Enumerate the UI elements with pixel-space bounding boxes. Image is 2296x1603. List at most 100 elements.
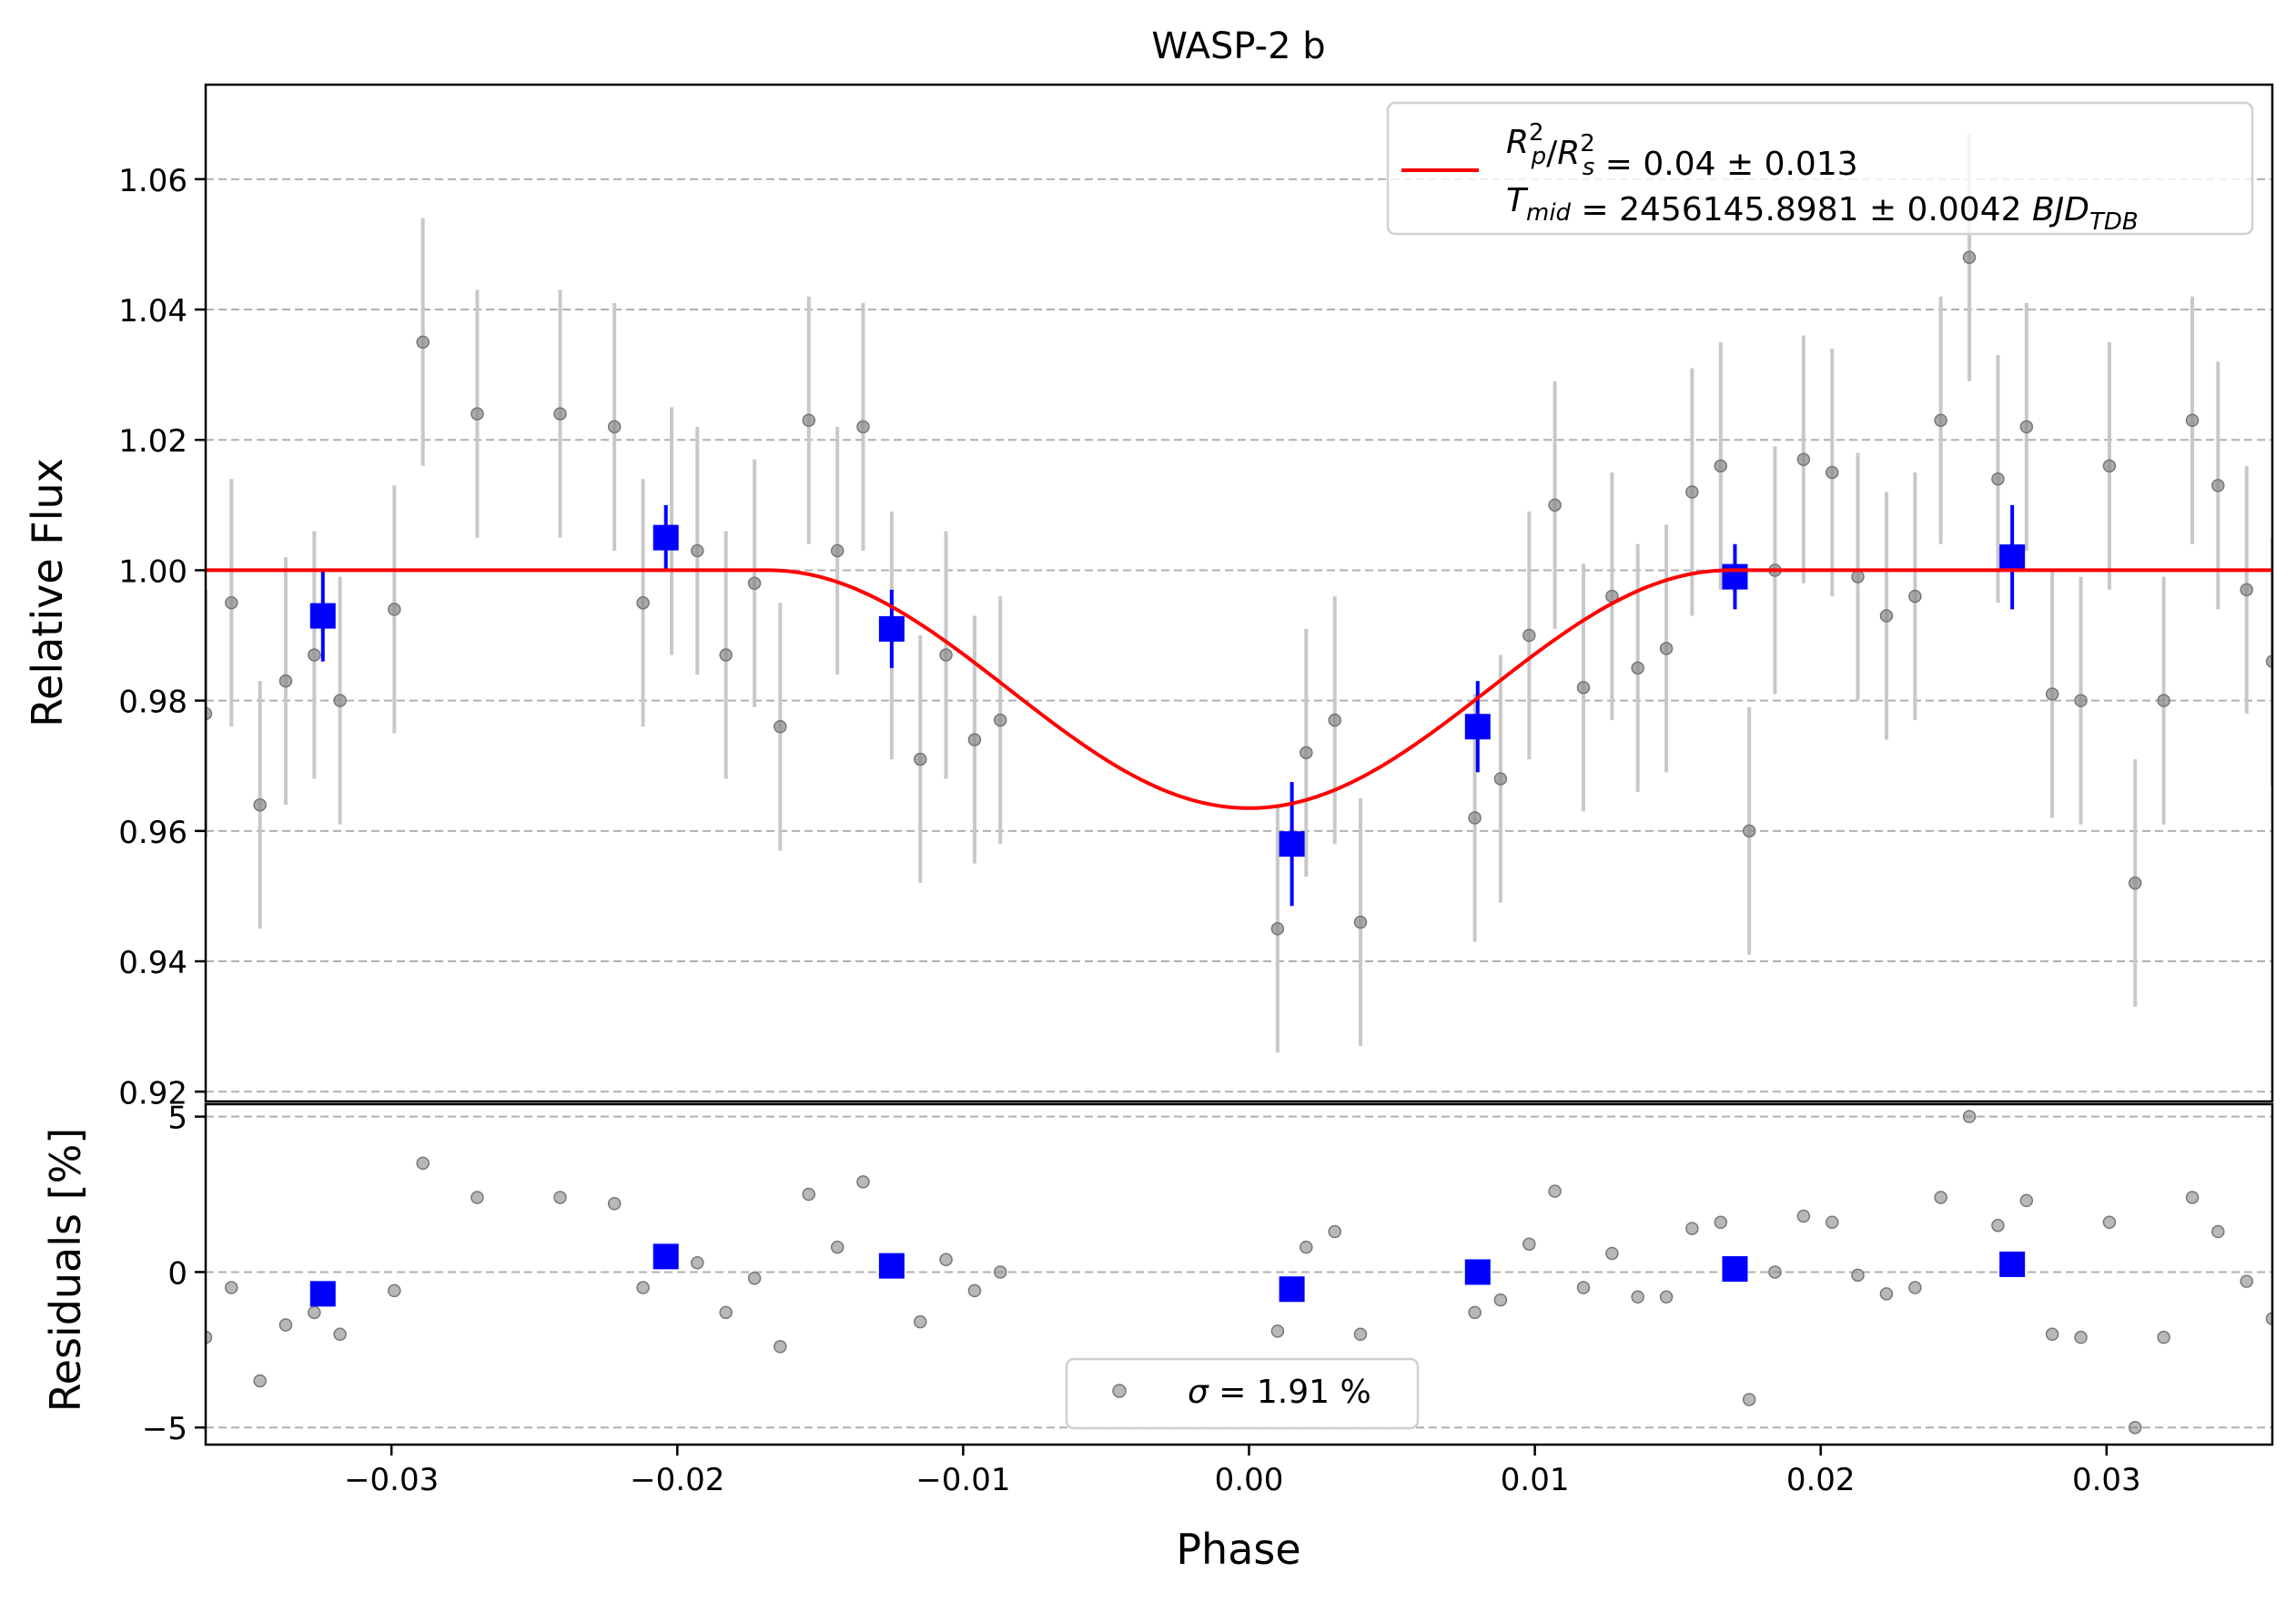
raw-point: [470, 407, 484, 421]
residual-plot-area: [206, 1110, 2272, 1435]
main-y-tick-label: 1.02: [118, 423, 187, 460]
raw-point: [719, 648, 733, 662]
legend-line-2: Tmid = 2456145.8981 ± 0.0042 BJDTDB: [1506, 182, 2139, 236]
main-legend: R2 p/R2 s = 0.04 ± 0.013 Tmid = 2456145.89…: [1386, 101, 2254, 236]
raw-point: [2074, 694, 2088, 707]
residual-raw-point: [1962, 1110, 1977, 1123]
residual-raw-point: [2128, 1420, 2142, 1435]
residual-raw-point: [470, 1191, 484, 1204]
main-axes-frame: [204, 83, 2274, 1103]
raw-errorbars: [206, 133, 2272, 1053]
residual-binned-point: [1279, 1276, 1305, 1303]
residual-raw-point: [2240, 1274, 2253, 1288]
binned-points: [309, 504, 2026, 907]
raw-point: [2265, 654, 2272, 668]
raw-point: [1685, 485, 1699, 499]
residual-raw-point: [416, 1156, 430, 1171]
raw-point: [388, 603, 401, 616]
residual-raw-point: [1991, 1218, 2005, 1233]
residual-raw-point: [1685, 1222, 1699, 1235]
residual-raw-point: [1522, 1237, 1536, 1251]
residual-raw-point: [1548, 1184, 1562, 1198]
residual-binned-points: [309, 1243, 2026, 1307]
raw-point: [1714, 459, 1728, 473]
main-y-tick-label: 1.04: [118, 293, 187, 330]
chart-title: WASP-2 b: [1151, 25, 1325, 67]
raw-point: [2185, 413, 2200, 428]
residual-raw-point: [278, 1318, 293, 1332]
raw-point: [1962, 250, 1977, 264]
residual-raw-point: [914, 1314, 927, 1329]
residual-binned-point: [1722, 1256, 1748, 1283]
residual-raw-points: [206, 1110, 2272, 1435]
raw-point: [1548, 498, 1562, 512]
residual-y-tick-label: −5: [142, 1411, 187, 1447]
raw-point: [333, 694, 347, 707]
x-tick-label: −0.01: [915, 1462, 1010, 1498]
raw-point: [993, 713, 1007, 727]
raw-point: [939, 648, 953, 662]
main-y-tick-label: 0.96: [118, 815, 187, 851]
raw-point: [691, 543, 704, 558]
residual-binned-point: [878, 1253, 905, 1279]
residual-raw-point: [1714, 1215, 1728, 1230]
raw-point: [1851, 570, 1865, 583]
main-y-tick-label: 0.98: [118, 685, 187, 721]
raw-point: [2240, 583, 2253, 597]
residual-raw-point: [1796, 1209, 1811, 1223]
residual-raw-point: [993, 1265, 1007, 1279]
residual-raw-point: [1659, 1290, 1674, 1304]
main-y-tick-label: 0.92: [118, 1075, 187, 1111]
residual-raw-point: [2019, 1193, 2034, 1208]
raw-point: [416, 335, 430, 350]
x-tick-label: −0.03: [344, 1462, 439, 1498]
residual-raw-point: [2185, 1191, 2200, 1204]
raw-point: [1353, 915, 1368, 929]
residual-raw-point: [802, 1187, 816, 1202]
legend-residual-marker: [1112, 1384, 1127, 1398]
residual-raw-point: [1879, 1287, 1894, 1301]
residual-raw-point: [1742, 1393, 1756, 1406]
residual-raw-point: [308, 1305, 321, 1320]
legend-sigma: σ = 1.91 %: [1188, 1374, 1371, 1411]
residual-raw-point: [1493, 1293, 1508, 1307]
x-tick-label: 0.03: [2072, 1462, 2141, 1498]
residual-raw-point: [2045, 1327, 2059, 1341]
raw-point: [278, 674, 293, 688]
residual-raw-point: [2265, 1312, 2272, 1325]
residual-raw-point: [2102, 1215, 2117, 1230]
residual-raw-point: [2211, 1224, 2225, 1239]
raw-point: [1908, 589, 1922, 604]
raw-point: [2019, 420, 2034, 434]
raw-point: [308, 648, 321, 662]
residual-raw-point: [1300, 1240, 1313, 1254]
residual-legend: σ = 1.91 %: [1065, 1357, 1420, 1430]
residual-raw-point: [636, 1281, 650, 1294]
residual-raw-point: [691, 1255, 704, 1270]
residual-raw-point: [1768, 1265, 1782, 1279]
raw-point: [1300, 746, 1313, 760]
raw-point: [1631, 661, 1644, 675]
raw-point: [607, 420, 622, 434]
binned-point: [1999, 544, 2026, 571]
binned-point: [1464, 714, 1491, 740]
raw-point: [2045, 687, 2059, 701]
residual-y-tick-label: 5: [167, 1101, 187, 1137]
raw-point: [967, 733, 982, 746]
raw-point: [1468, 811, 1482, 825]
residual-raw-point: [1468, 1305, 1482, 1320]
residual-raw-point: [1576, 1281, 1591, 1294]
raw-point: [636, 595, 650, 610]
x-tick-label: 0.00: [1215, 1462, 1284, 1498]
binned-point: [878, 615, 905, 642]
residual-raw-point: [1631, 1290, 1644, 1304]
residual-raw-point: [2074, 1330, 2088, 1344]
raw-point: [2102, 459, 2117, 473]
raw-points: [206, 250, 2272, 936]
residual-y-ticks: −5 0 5: [142, 1101, 206, 1447]
main-y-tick-label: 1.00: [118, 553, 187, 590]
raw-point: [1576, 681, 1591, 695]
x-axis-label: Phase: [1176, 1525, 1300, 1574]
raw-point: [553, 407, 567, 421]
residual-binned-point: [309, 1281, 336, 1307]
